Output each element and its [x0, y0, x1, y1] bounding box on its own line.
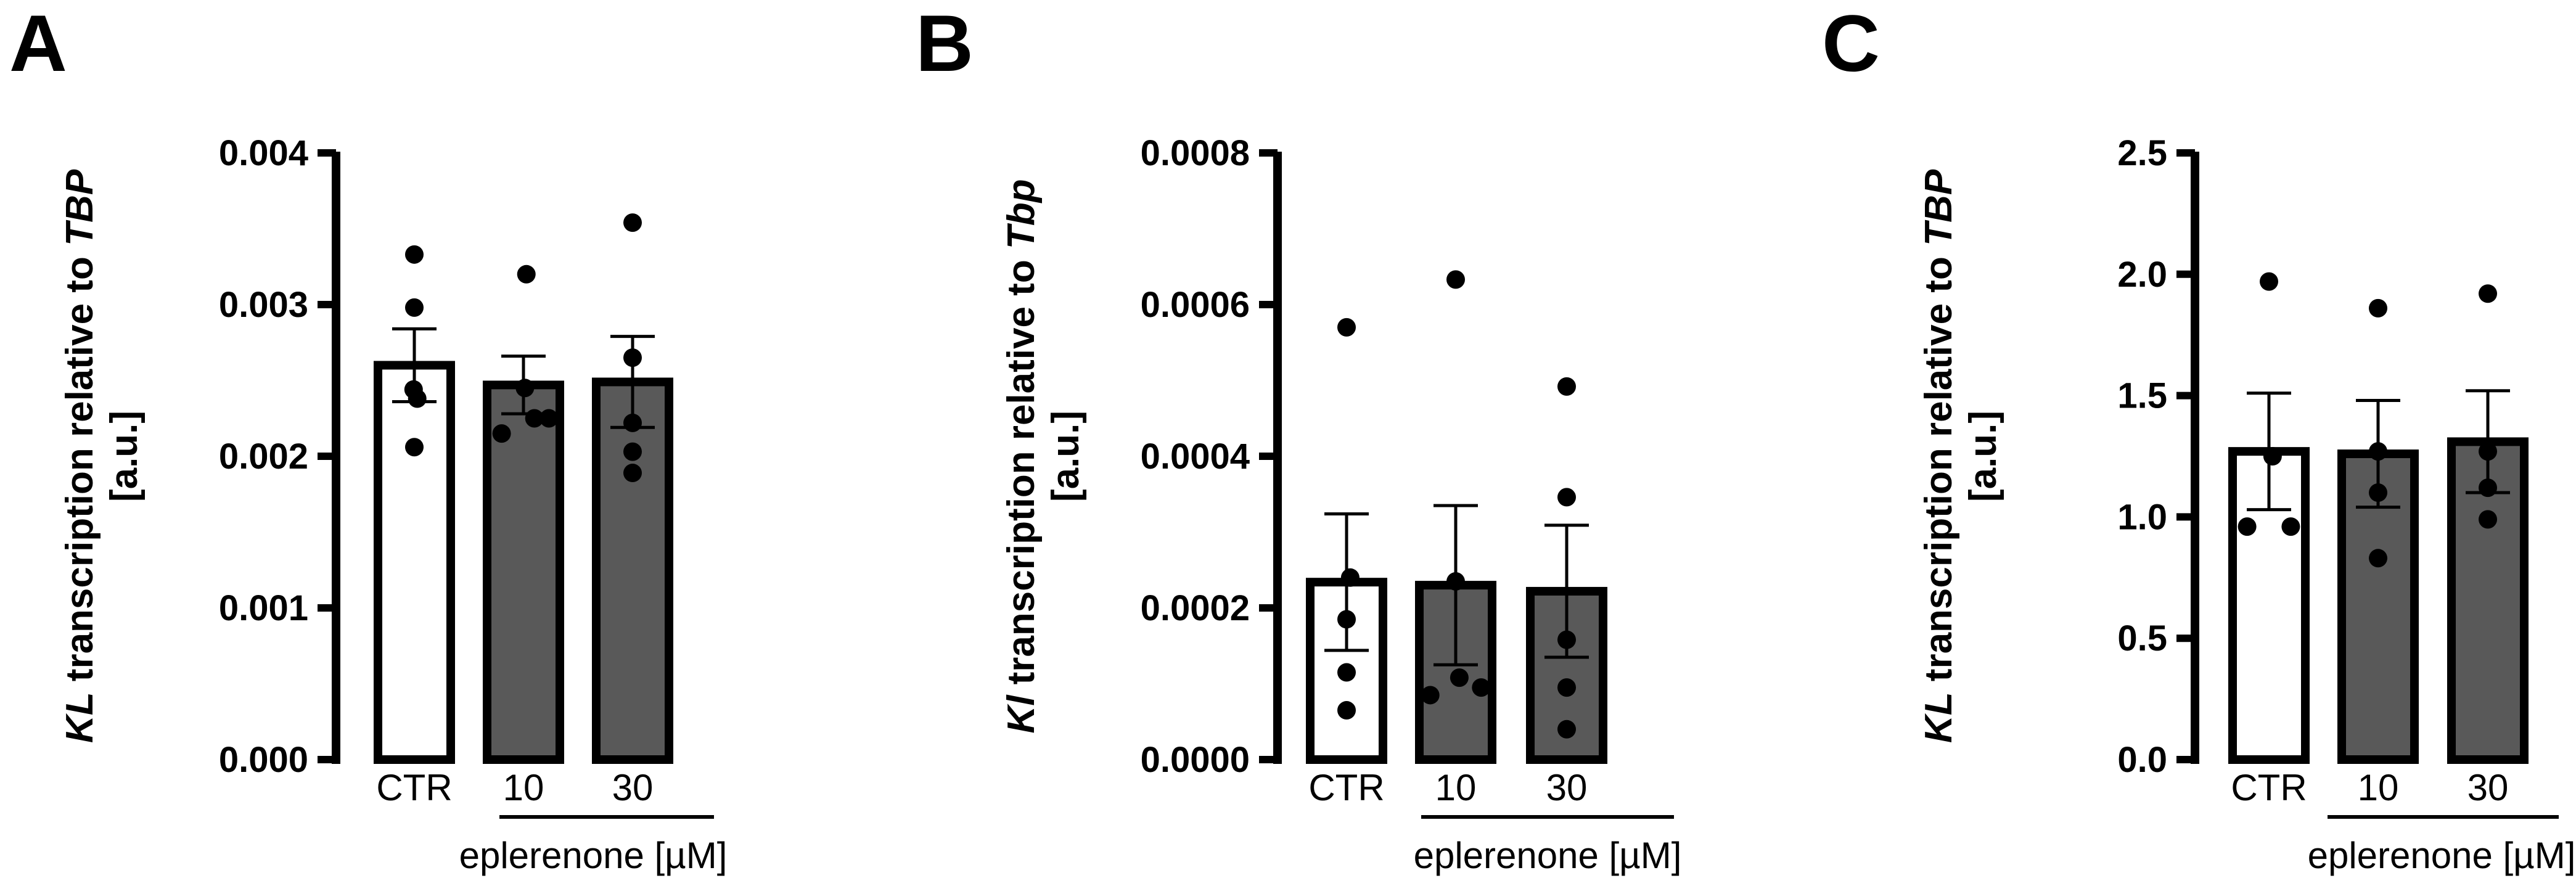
y-tick-label: 0.0000 — [1141, 740, 1250, 780]
x-tick-label: 30 — [1546, 767, 1588, 808]
y-axis-label-unit: [a.u.] — [103, 411, 146, 502]
data-point — [2369, 483, 2387, 502]
x-tick-label: 30 — [612, 767, 654, 808]
x-tick-label: CTR — [2231, 767, 2307, 808]
data-point — [623, 413, 642, 432]
group-label: eplerenone [µM] — [459, 835, 728, 876]
data-point — [2281, 517, 2300, 536]
group-label: eplerenone [µM] — [2308, 835, 2576, 876]
data-point — [515, 379, 535, 398]
data-point — [405, 298, 424, 317]
x-tick-label: 10 — [2358, 767, 2399, 808]
group-label: eplerenone [µM] — [1414, 835, 1682, 876]
data-point — [2479, 510, 2497, 529]
data-point — [525, 409, 544, 428]
y-tick-label: 0.000 — [219, 740, 308, 780]
data-point — [1421, 686, 1440, 705]
y-tick-label: 0.0004 — [1141, 437, 1250, 477]
y-tick-label: 2.0 — [2117, 255, 2167, 295]
data-point — [2369, 298, 2387, 318]
data-point — [1557, 678, 1576, 697]
data-point — [517, 265, 536, 284]
data-point — [405, 245, 424, 264]
data-point — [2479, 284, 2497, 303]
panel-letter: B — [916, 0, 974, 88]
data-point — [539, 409, 559, 428]
y-tick-label: 0.0008 — [1141, 133, 1250, 173]
y-axis-label-unit: [a.u.] — [1962, 411, 2004, 502]
panel-letter: C — [1822, 0, 1880, 88]
data-point — [623, 213, 642, 232]
y-tick-label: 0.004 — [219, 133, 308, 173]
x-tick-label: 10 — [1435, 767, 1477, 808]
x-tick-label: 30 — [2467, 767, 2509, 808]
data-point — [1446, 572, 1465, 591]
data-point — [2260, 272, 2278, 291]
y-axis-label: KL transcription relative to TBP — [59, 169, 101, 743]
data-point — [1450, 668, 1469, 687]
y-tick-label: 2.5 — [2117, 133, 2167, 173]
chart-panel-c: C 0.0 0.5 1.0 1.5 2.0 2.5 KL transcription rela… — [1822, 0, 2575, 876]
data-point — [1557, 377, 1576, 396]
data-point — [2369, 549, 2387, 568]
y-tick-label: 0.001 — [219, 588, 308, 628]
data-point — [408, 389, 427, 408]
chart-panel-b: B 0.0000 0.0002 0.0004 0.0006 0.0008 Kl transc… — [916, 0, 1681, 876]
y-tick-label: 0.0002 — [1141, 588, 1250, 628]
bar-30 — [592, 377, 673, 764]
data-point — [1337, 318, 1356, 337]
y-tick-label: 0.0 — [2117, 740, 2167, 780]
y-tick-label: 1.0 — [2117, 497, 2167, 537]
data-point — [2238, 517, 2257, 536]
data-point — [1557, 720, 1576, 739]
y-axis-label: Kl transcription relative to Tbp — [1000, 179, 1043, 733]
data-point — [623, 348, 642, 367]
x-tick-label: CTR — [376, 767, 452, 808]
x-tick-label: CTR — [1308, 767, 1384, 808]
data-point — [1557, 488, 1576, 507]
panel-letter: A — [9, 0, 67, 88]
data-point — [623, 442, 642, 461]
data-point — [2369, 442, 2387, 461]
data-point — [1446, 270, 1465, 289]
bar-ctr — [374, 361, 455, 764]
x-tick-label: 10 — [503, 767, 544, 808]
data-point — [492, 424, 511, 443]
y-tick-label: 0.002 — [219, 437, 308, 477]
data-point — [2479, 442, 2497, 461]
y-tick-label: 1.5 — [2117, 376, 2167, 416]
data-point — [1337, 610, 1356, 629]
data-point — [1337, 663, 1356, 682]
data-point — [405, 438, 424, 457]
data-point — [1472, 678, 1491, 697]
y-tick-label: 0.5 — [2117, 618, 2167, 658]
data-point — [1557, 630, 1576, 649]
y-tick-label: 0.003 — [219, 285, 308, 325]
data-point — [623, 464, 642, 483]
data-point — [1337, 701, 1356, 720]
data-point — [1340, 568, 1360, 587]
y-axis-label-unit: [a.u.] — [1044, 411, 1087, 502]
y-tick-label: 0.0006 — [1141, 285, 1250, 325]
y-axis-label: KL transcription relative to TBP — [1918, 169, 1960, 743]
data-point — [2263, 447, 2282, 465]
chart-panel-a: A 0.000 0.001 0.002 0.003 0.004 KL transcripti… — [9, 0, 727, 876]
data-point — [2479, 478, 2497, 498]
